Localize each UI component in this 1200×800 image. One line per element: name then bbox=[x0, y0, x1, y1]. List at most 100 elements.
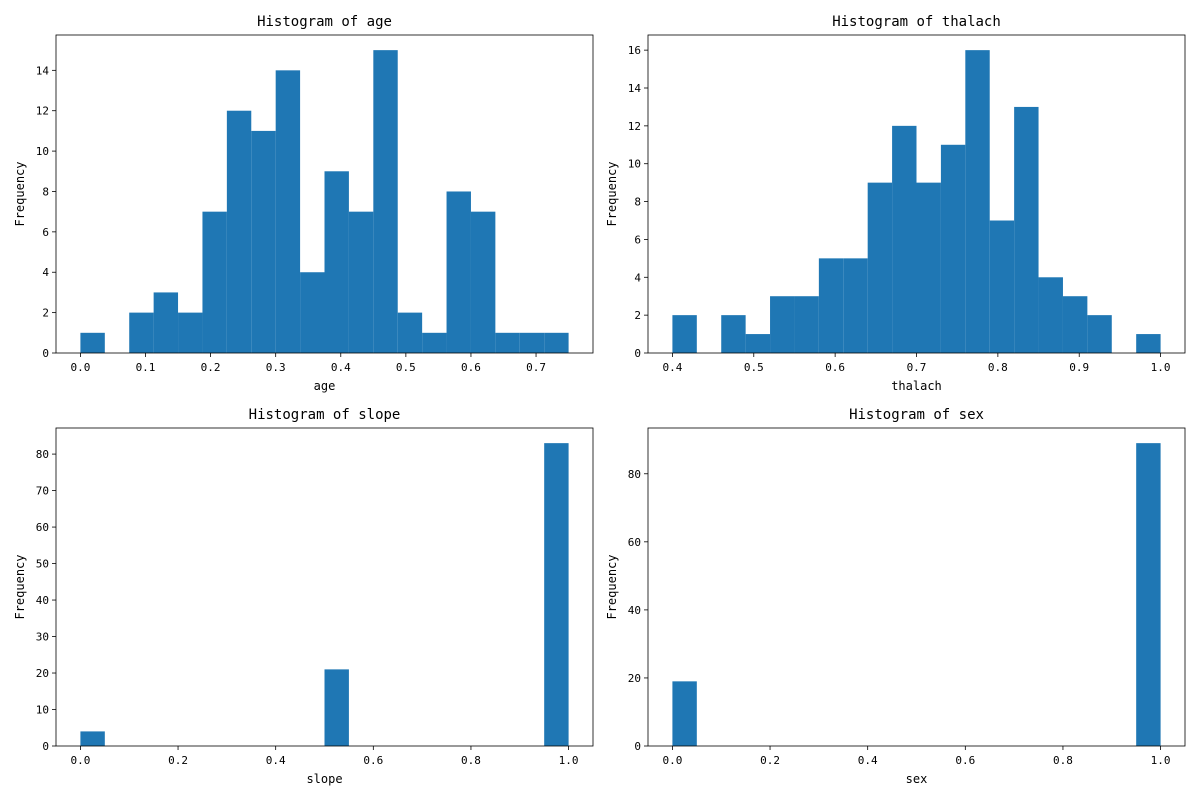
y-tick-label: 6 bbox=[42, 226, 49, 239]
y-tick-label: 12 bbox=[36, 105, 49, 118]
y-tick-label: 40 bbox=[36, 594, 49, 607]
x-tick-label: 0.6 bbox=[955, 754, 975, 767]
histogram-bar bbox=[495, 332, 520, 353]
histogram-bar bbox=[794, 296, 819, 353]
histogram-bar bbox=[818, 258, 844, 353]
y-tick-label: 40 bbox=[628, 604, 641, 617]
x-tick-label: 0.5 bbox=[396, 361, 416, 374]
histogram-bar bbox=[153, 292, 179, 353]
histogram-bar bbox=[892, 125, 917, 353]
x-tick-label: 0.9 bbox=[1069, 361, 1089, 374]
histogram-bar bbox=[226, 110, 252, 353]
y-tick-label: 12 bbox=[628, 120, 641, 133]
y-tick-label: 20 bbox=[628, 672, 641, 685]
y-tick-label: 20 bbox=[36, 667, 49, 680]
y-tick-label: 60 bbox=[36, 521, 49, 534]
x-tick-label: 0.4 bbox=[662, 361, 682, 374]
histogram-bar bbox=[745, 334, 771, 353]
y-tick-label: 0 bbox=[42, 347, 49, 360]
histogram-bar bbox=[672, 681, 697, 746]
histogram-bar bbox=[324, 669, 349, 746]
y-tick-label: 4 bbox=[42, 266, 49, 279]
histogram-bar bbox=[1014, 106, 1039, 353]
x-tick-label: 0.4 bbox=[331, 361, 351, 374]
x-tick-label: 0.6 bbox=[825, 361, 845, 374]
y-axis-label: Frequency bbox=[605, 554, 619, 619]
x-tick-label: 0.2 bbox=[201, 361, 221, 374]
x-axis-label: thalach bbox=[891, 379, 942, 393]
x-tick-label: 0.8 bbox=[461, 754, 481, 767]
x-tick-label: 1.0 bbox=[559, 754, 579, 767]
x-tick-label: 0.7 bbox=[526, 361, 546, 374]
y-tick-label: 2 bbox=[42, 307, 49, 320]
subplot-3: 0.0 0.2 0.4 0.6 0.8 1.0 0 10 20 30 40 50 60 70 80 Histo… bbox=[13, 407, 594, 786]
histogram-bar bbox=[867, 182, 893, 353]
histogram-bar bbox=[324, 171, 349, 353]
histogram-bar bbox=[129, 312, 154, 353]
x-tick-label: 0.0 bbox=[70, 361, 90, 374]
y-axis-label: Frequency bbox=[605, 161, 619, 226]
y-tick-label: 60 bbox=[628, 536, 641, 549]
y-tick-label: 50 bbox=[36, 558, 49, 571]
histogram-bar bbox=[397, 312, 423, 353]
histogram-bar bbox=[275, 70, 301, 353]
y-tick-label: 8 bbox=[634, 196, 641, 209]
y-tick-label: 0 bbox=[634, 740, 641, 753]
y-tick-label: 4 bbox=[634, 271, 641, 284]
x-tick-label: 0.5 bbox=[744, 361, 764, 374]
histogram-bar bbox=[940, 144, 966, 353]
y-tick-label: 16 bbox=[628, 44, 641, 57]
y-axis-label: Frequency bbox=[13, 161, 27, 226]
histogram-bar bbox=[202, 211, 227, 353]
x-axis-label: sex bbox=[906, 772, 928, 786]
x-tick-label: 1.0 bbox=[1151, 754, 1171, 767]
chart-title: Histogram of sex bbox=[849, 407, 984, 423]
y-tick-label: 10 bbox=[36, 704, 49, 717]
y-tick-label: 80 bbox=[36, 448, 49, 461]
subplot-1: 0.0 0.1 0.2 0.3 0.4 0.5 0.6 0.7 0 2 4 6 8 10 12 14 Histo… bbox=[13, 14, 594, 393]
histogram-bar bbox=[1136, 443, 1161, 746]
x-axis-label: age bbox=[314, 379, 336, 393]
x-tick-label: 0.2 bbox=[760, 754, 780, 767]
histogram-bar bbox=[373, 50, 398, 354]
y-tick-label: 8 bbox=[42, 185, 49, 198]
histogram-bar bbox=[544, 332, 569, 353]
histogram-bar bbox=[1062, 296, 1088, 353]
histogram-bar bbox=[1136, 334, 1161, 353]
axes-frame bbox=[55, 34, 594, 354]
y-tick-label: 0 bbox=[42, 740, 49, 753]
x-tick-label: 0.3 bbox=[266, 361, 286, 374]
histogram-bar bbox=[965, 50, 990, 354]
y-tick-label: 30 bbox=[36, 631, 49, 644]
histogram-bar bbox=[1038, 277, 1063, 353]
histogram-bar bbox=[770, 296, 795, 353]
histogram-bar bbox=[300, 272, 325, 353]
x-tick-label: 0.8 bbox=[1053, 754, 1073, 767]
x-tick-label: 0.6 bbox=[363, 754, 383, 767]
y-tick-label: 0 bbox=[634, 347, 641, 360]
histogram-bar bbox=[446, 191, 471, 353]
histogram-bar bbox=[470, 211, 496, 353]
chart-title: Histogram of slope bbox=[249, 407, 401, 423]
y-tick-label: 10 bbox=[36, 145, 49, 158]
chart-title: Histogram of thalach bbox=[832, 14, 1001, 30]
x-tick-label: 0.4 bbox=[266, 754, 286, 767]
histogram-bar bbox=[843, 258, 868, 353]
histogram-bar bbox=[544, 443, 569, 746]
y-tick-label: 14 bbox=[628, 82, 642, 95]
x-tick-label: 0.7 bbox=[907, 361, 927, 374]
x-tick-label: 0.4 bbox=[858, 754, 878, 767]
x-tick-label: 0.2 bbox=[168, 754, 188, 767]
x-axis-label: slope bbox=[306, 772, 342, 786]
histogram-bar bbox=[422, 332, 447, 353]
chart-title: Histogram of age bbox=[257, 14, 392, 30]
histogram-bar bbox=[80, 731, 105, 746]
y-tick-label: 14 bbox=[36, 64, 50, 77]
histogram-bar bbox=[721, 315, 746, 353]
y-tick-label: 6 bbox=[634, 233, 641, 246]
histogram-bar bbox=[1087, 315, 1112, 353]
x-tick-label: 1.0 bbox=[1151, 361, 1171, 374]
y-tick-label: 2 bbox=[634, 309, 641, 322]
x-tick-label: 0.0 bbox=[70, 754, 90, 767]
